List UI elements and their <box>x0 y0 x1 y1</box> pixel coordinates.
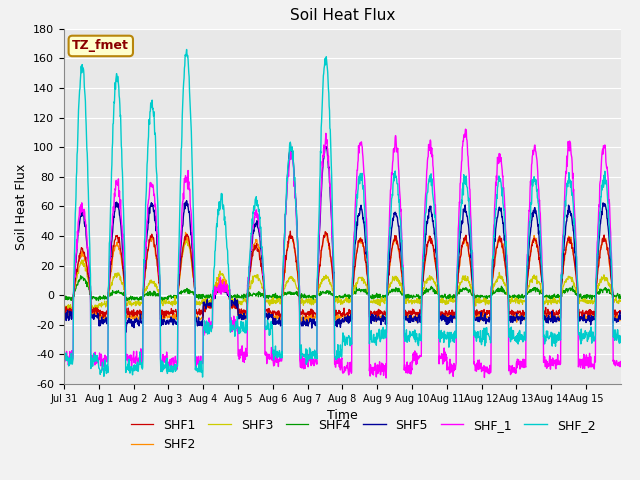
SHF1 <box>317 248 325 253</box>
SHF4 <box>318 291 326 297</box>
SHF5 <box>148 200 156 205</box>
SHF4 <box>148 290 156 296</box>
SHF_1 <box>611 358 618 364</box>
Text: TZ_fmet: TZ_fmet <box>72 39 129 52</box>
SHF5 <box>556 317 564 323</box>
SHF3 <box>90 307 98 313</box>
SHF2 <box>513 319 520 325</box>
SHF_2 <box>183 47 191 52</box>
SHF_1 <box>461 126 469 132</box>
SHF2 <box>474 315 482 321</box>
SHF3 <box>318 276 326 282</box>
Y-axis label: Soil Heat Flux: Soil Heat Flux <box>15 163 28 250</box>
SHF3 <box>148 280 156 286</box>
SHF_1 <box>617 360 625 365</box>
SHF_1 <box>60 355 68 361</box>
SHF_2 <box>318 110 326 116</box>
SHF4 <box>77 273 84 278</box>
SHF5 <box>287 140 294 146</box>
Title: Soil Heat Flux: Soil Heat Flux <box>290 9 395 24</box>
SHF1 <box>287 228 294 234</box>
SHF_1 <box>328 222 335 228</box>
SHF4 <box>611 292 618 298</box>
SHF3 <box>556 295 564 300</box>
SHF1 <box>328 264 336 270</box>
SHF1 <box>448 315 456 321</box>
SHF1 <box>617 310 625 315</box>
SHF_2 <box>474 334 482 340</box>
SHF3 <box>617 298 625 304</box>
SHF_1 <box>147 182 155 188</box>
Line: SHF4: SHF4 <box>64 276 621 301</box>
SHF5 <box>318 176 326 181</box>
SHF_2 <box>556 337 564 343</box>
SHF3 <box>328 288 336 293</box>
Line: SHF_1: SHF_1 <box>64 129 621 378</box>
SHF_1 <box>317 188 325 193</box>
SHF1 <box>556 306 564 312</box>
Line: SHF1: SHF1 <box>64 231 621 318</box>
SHF5 <box>474 318 482 324</box>
Line: SHF3: SHF3 <box>64 240 621 310</box>
SHF4 <box>617 294 625 300</box>
SHF2 <box>611 316 618 322</box>
SHF3 <box>60 303 68 309</box>
SHF_1 <box>556 362 564 368</box>
SHF5 <box>60 315 68 321</box>
SHF5 <box>611 316 618 322</box>
SHF2 <box>60 310 68 316</box>
Line: SHF2: SHF2 <box>64 232 621 322</box>
Legend: SHF1, SHF2, SHF3, SHF4, SHF5, SHF_1, SHF_2: SHF1, SHF2, SHF3, SHF4, SHF5, SHF_1, SHF… <box>126 414 600 456</box>
SHF3 <box>611 297 618 302</box>
SHF5 <box>617 313 625 319</box>
SHF5 <box>122 329 130 335</box>
SHF_2 <box>328 216 336 221</box>
X-axis label: Time: Time <box>327 409 358 422</box>
SHF2 <box>147 234 155 240</box>
Line: SHF_2: SHF_2 <box>64 49 621 377</box>
SHF2 <box>556 313 564 319</box>
SHF2 <box>322 229 330 235</box>
SHF_2 <box>60 354 68 360</box>
SHF4 <box>60 296 68 302</box>
Line: SHF5: SHF5 <box>64 143 621 332</box>
SHF1 <box>147 233 155 239</box>
SHF3 <box>182 238 189 243</box>
SHF_1 <box>474 367 482 372</box>
SHF2 <box>328 266 336 272</box>
SHF4 <box>159 298 166 304</box>
SHF_2 <box>147 104 155 110</box>
SHF1 <box>474 310 482 315</box>
SHF2 <box>617 315 625 321</box>
SHF_2 <box>199 374 207 380</box>
SHF1 <box>60 309 68 314</box>
SHF_2 <box>611 331 618 337</box>
SHF3 <box>474 300 482 306</box>
SHF4 <box>328 291 336 297</box>
SHF_2 <box>617 340 625 346</box>
SHF1 <box>611 312 618 317</box>
SHF5 <box>328 240 336 246</box>
SHF2 <box>317 249 325 255</box>
SHF4 <box>474 294 482 300</box>
SHF_1 <box>382 375 390 381</box>
SHF4 <box>556 293 564 299</box>
